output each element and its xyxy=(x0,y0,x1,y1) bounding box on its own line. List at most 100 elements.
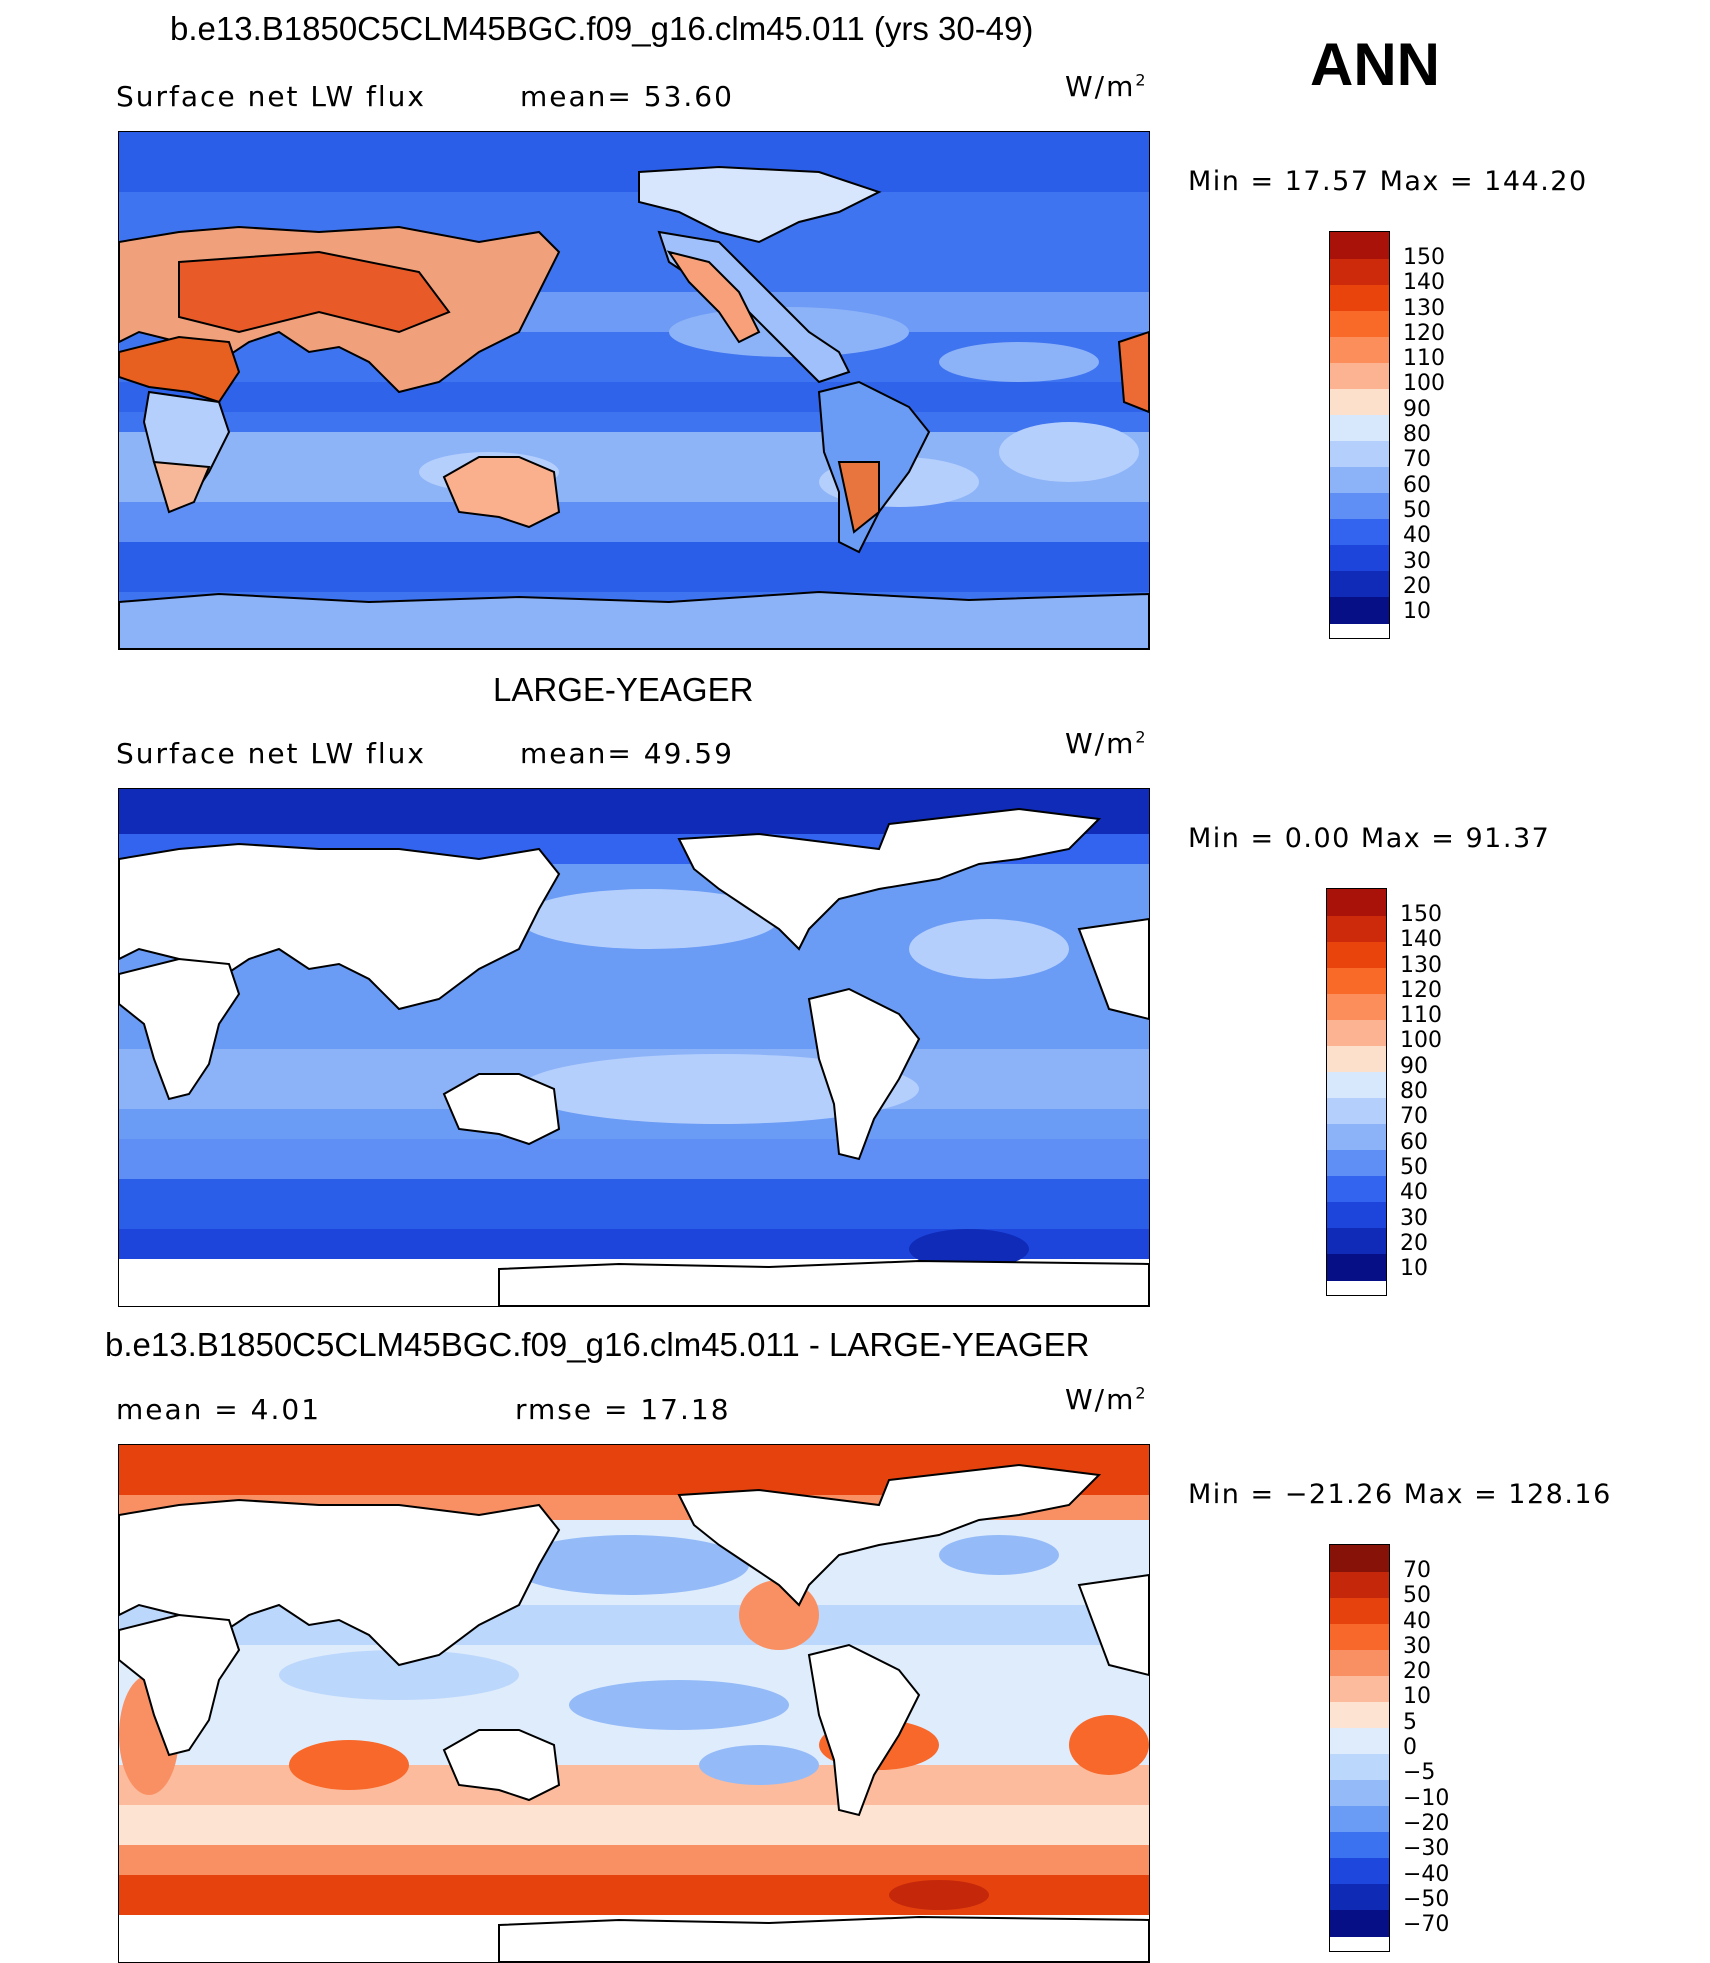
colorbar-tick-label: 20 xyxy=(1400,1230,1428,1256)
colorbar-tick-label: −10 xyxy=(1403,1785,1450,1811)
panel3-colorbar-swatch xyxy=(1330,1910,1389,1937)
panel1-mean-label: mean= 53.60 xyxy=(520,80,734,113)
panel1-colorbar-swatch xyxy=(1330,545,1389,571)
colorbar-tick-label: 50 xyxy=(1400,1154,1428,1180)
panel3-colorbar-swatch xyxy=(1330,1545,1389,1572)
panel3-colorbar-swatch xyxy=(1330,1754,1389,1780)
panel3-units: W/m2 xyxy=(1065,1383,1148,1416)
panel3-colorbar-swatch xyxy=(1330,1650,1389,1676)
panel3-colorbar-swatch xyxy=(1330,1572,1389,1598)
panel1-minmax: Min = 17.57 Max = 144.20 xyxy=(1188,166,1588,197)
colorbar-tick-label: 50 xyxy=(1403,1583,1431,1609)
colorbar-tick-label: 60 xyxy=(1400,1129,1428,1155)
panel1-units: W/m2 xyxy=(1065,70,1148,103)
colorbar-tick-label: 5 xyxy=(1403,1709,1417,1735)
panel1-colorbar-swatch xyxy=(1330,285,1389,311)
panel1-colorbar-swatch xyxy=(1330,467,1389,493)
panel1-colorbar-swatch xyxy=(1330,389,1389,415)
colorbar-tick-label: −5 xyxy=(1403,1760,1436,1786)
colorbar-tick-label: 50 xyxy=(1403,497,1431,523)
panel3-colorbar-swatch xyxy=(1330,1806,1389,1832)
colorbar-tick-label: 10 xyxy=(1403,599,1431,625)
panel1-colorbar-labels: 150 140 130 120 110 100 90 80 70 60 50 4… xyxy=(1403,245,1445,624)
colorbar-tick-label: −40 xyxy=(1403,1861,1450,1887)
panel2-colorbar-swatch xyxy=(1327,1046,1386,1072)
panel1-title: b.e13.B1850C5CLM45BGC.f09_g16.clm45.011 … xyxy=(170,10,1034,47)
panel1-colorbar-swatch xyxy=(1330,259,1389,285)
panel2-colorbar-swatch xyxy=(1327,889,1386,916)
colorbar-tick-label: 90 xyxy=(1400,1053,1428,1079)
panel3-map xyxy=(118,1444,1150,1963)
panel2-mean-label: mean= 49.59 xyxy=(520,737,734,770)
panel2-colorbar-swatch xyxy=(1327,1254,1386,1281)
panel3-mean-label: mean = 4.01 xyxy=(116,1393,322,1426)
panel2-colorbar-swatch xyxy=(1327,994,1386,1020)
panel1-colorbar xyxy=(1329,231,1390,639)
panel2-colorbar-swatch xyxy=(1327,1124,1386,1150)
colorbar-tick-label: 150 xyxy=(1403,245,1445,270)
panel2-units: W/m2 xyxy=(1065,727,1148,760)
panel1-colorbar-swatch xyxy=(1330,311,1389,337)
panel2-colorbar-swatch xyxy=(1327,968,1386,994)
colorbar-tick-label: 70 xyxy=(1400,1104,1428,1130)
colorbar-tick-label: 40 xyxy=(1400,1180,1428,1206)
panel3-colorbar xyxy=(1329,1544,1390,1952)
panel2-minmax: Min = 0.00 Max = 91.37 xyxy=(1188,823,1551,854)
colorbar-tick-label: 80 xyxy=(1400,1079,1428,1105)
panel1-colorbar-swatch xyxy=(1330,571,1389,597)
panel3-colorbar-swatch xyxy=(1330,1598,1389,1624)
panel1-colorbar-swatch xyxy=(1330,519,1389,545)
colorbar-tick-label: 110 xyxy=(1400,1003,1442,1029)
panel2-map xyxy=(118,788,1150,1307)
panel1-colorbar-swatch xyxy=(1330,363,1389,389)
panel1-map xyxy=(118,131,1150,650)
colorbar-tick-label: 40 xyxy=(1403,1608,1431,1634)
colorbar-tick-label: 70 xyxy=(1403,1558,1431,1583)
colorbar-tick-label: 20 xyxy=(1403,573,1431,599)
colorbar-tick-label: −20 xyxy=(1403,1810,1450,1836)
panel3-colorbar-swatch xyxy=(1330,1832,1389,1858)
panel2-colorbar-swatch xyxy=(1327,942,1386,968)
colorbar-tick-label: 30 xyxy=(1403,548,1431,574)
panel3-colorbar-swatch xyxy=(1330,1728,1389,1754)
colorbar-tick-label: −70 xyxy=(1403,1912,1450,1938)
colorbar-tick-label: −50 xyxy=(1403,1886,1450,1912)
colorbar-tick-label: 120 xyxy=(1400,977,1442,1003)
panel2-map-svg xyxy=(119,789,1149,1306)
colorbar-tick-label: 30 xyxy=(1403,1633,1431,1659)
colorbar-tick-label: 140 xyxy=(1400,927,1442,953)
panel3-colorbar-swatch xyxy=(1330,1624,1389,1650)
colorbar-tick-label: 10 xyxy=(1400,1256,1428,1282)
panel2-colorbar-swatch xyxy=(1327,1098,1386,1124)
panel1-colorbar-swatch xyxy=(1330,337,1389,363)
colorbar-tick-label: 20 xyxy=(1403,1659,1431,1685)
panel2-variable-label: Surface net LW flux xyxy=(116,737,426,770)
colorbar-tick-label: 120 xyxy=(1403,320,1445,346)
colorbar-tick-label: 110 xyxy=(1403,346,1445,372)
panel3-minmax: Min = −21.26 Max = 128.16 xyxy=(1188,1479,1612,1510)
panel3-colorbar-swatch xyxy=(1330,1858,1389,1884)
panel3-rmse-label: rmse = 17.18 xyxy=(515,1393,731,1426)
colorbar-tick-label: 40 xyxy=(1403,523,1431,549)
panel2-colorbar-swatch xyxy=(1327,1150,1386,1176)
panel1-colorbar-swatch xyxy=(1330,441,1389,467)
panel2-title: LARGE-YEAGER xyxy=(493,671,754,708)
panel2-colorbar-labels: 150 140 130 120 110 100 90 80 70 60 50 4… xyxy=(1400,902,1442,1281)
panel3-colorbar-swatch xyxy=(1330,1702,1389,1728)
colorbar-tick-label: 60 xyxy=(1403,472,1431,498)
panel1-map-svg xyxy=(119,132,1149,649)
season-label: ANN xyxy=(1310,31,1440,98)
panel1-colorbar-swatch xyxy=(1330,597,1389,624)
colorbar-tick-label: 130 xyxy=(1400,952,1442,978)
panel2-colorbar-swatch xyxy=(1327,1202,1386,1228)
colorbar-tick-label: 140 xyxy=(1403,270,1445,296)
panel1-colorbar-swatch xyxy=(1330,493,1389,519)
colorbar-tick-label: −30 xyxy=(1403,1836,1450,1862)
colorbar-tick-label: 90 xyxy=(1403,396,1431,422)
panel2-colorbar-swatch xyxy=(1327,916,1386,942)
panel2-colorbar-swatch xyxy=(1327,1072,1386,1098)
panel1-colorbar-swatch xyxy=(1330,232,1389,259)
colorbar-tick-label: 100 xyxy=(1400,1028,1442,1054)
colorbar-tick-label: 130 xyxy=(1403,295,1445,321)
colorbar-tick-label: 80 xyxy=(1403,422,1431,448)
